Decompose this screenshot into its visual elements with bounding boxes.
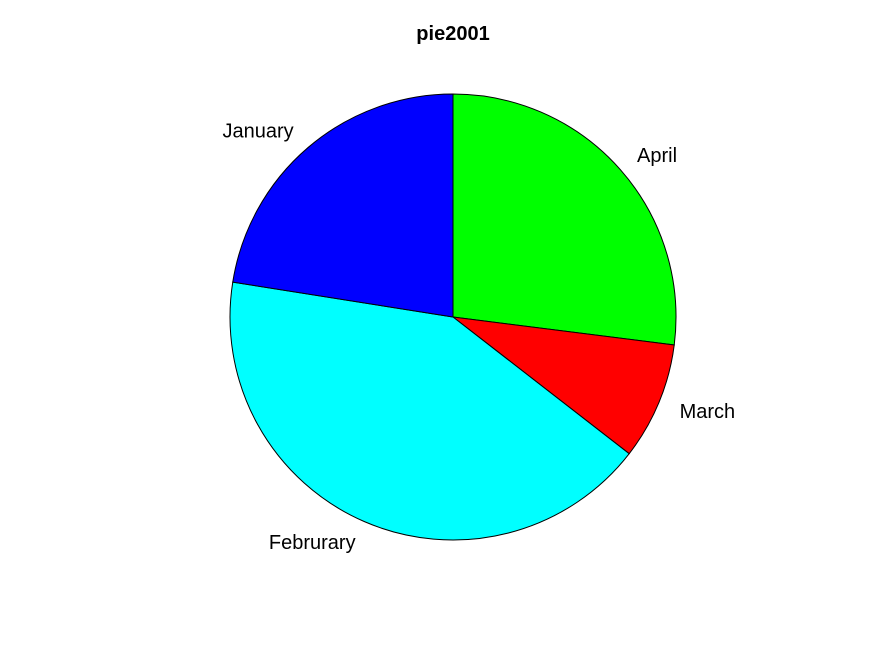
pie-slice-january [232, 93, 454, 318]
pie-slice-march [451, 316, 675, 455]
chart-title: pie2001 [416, 23, 489, 45]
pie-labels: April March Februrary January [223, 121, 736, 555]
pie-label-februrary: Februrary [269, 532, 356, 554]
pie-label-april: April [637, 145, 677, 167]
pie-slice-april [452, 93, 677, 346]
pie-slices [229, 93, 677, 541]
pie-label-march: March [680, 401, 736, 423]
pie-label-january: January [223, 121, 294, 143]
pie-slice-februrary [229, 281, 630, 541]
